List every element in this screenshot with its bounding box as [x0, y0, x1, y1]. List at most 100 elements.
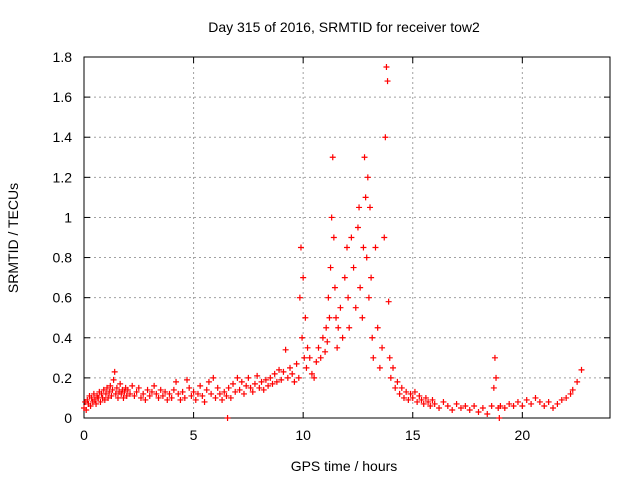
data-point [123, 392, 130, 399]
data-point [240, 390, 247, 397]
data-point [339, 334, 346, 341]
data-point [164, 396, 171, 403]
data-point [256, 384, 263, 391]
data-point [367, 204, 374, 211]
data-point [363, 254, 370, 261]
x-axis-label: GPS time / hours [291, 458, 398, 474]
data-point [352, 304, 359, 311]
data-point [194, 390, 201, 397]
data-point [337, 304, 344, 311]
data-point [137, 394, 144, 401]
data-point [532, 394, 539, 401]
data-point [409, 394, 416, 401]
data-point [364, 174, 371, 181]
data-point [488, 402, 495, 409]
data-point [414, 398, 421, 405]
data-point [536, 398, 543, 405]
data-point [550, 404, 557, 411]
data-point [221, 388, 228, 395]
data-point [350, 264, 357, 271]
data-point [300, 274, 307, 281]
data-point [192, 396, 199, 403]
data-point [260, 386, 267, 393]
data-point [201, 398, 208, 405]
data-point [118, 390, 125, 397]
data-point [418, 396, 425, 403]
data-point [440, 398, 447, 405]
data-point [344, 244, 350, 251]
data-point [386, 354, 393, 361]
data-point [254, 372, 261, 379]
x-tick-label: 15 [405, 427, 421, 443]
data-point [121, 388, 128, 395]
data-point [396, 390, 403, 397]
y-tick-label: 1.6 [53, 89, 73, 105]
y-tick-label: 1.4 [53, 129, 73, 145]
y-tick-label: 1.8 [53, 49, 73, 65]
data-point [251, 380, 258, 387]
data-point [479, 404, 486, 411]
data-point [267, 374, 274, 381]
data-point [173, 378, 180, 385]
data-point [567, 390, 574, 397]
data-point [317, 354, 324, 361]
data-point [282, 346, 289, 353]
grid [84, 57, 610, 418]
data-point [382, 134, 389, 141]
data-point [148, 388, 155, 395]
y-tick-label: 0.2 [53, 370, 73, 386]
data-point [83, 406, 90, 413]
data-point [394, 378, 401, 385]
data-point [175, 390, 182, 397]
data-point [90, 390, 97, 397]
data-point [569, 386, 576, 393]
data-point [333, 314, 340, 321]
data-point [104, 384, 111, 391]
data-point [216, 390, 223, 397]
data-point [431, 400, 438, 407]
data-point [308, 370, 315, 377]
data-point [179, 388, 186, 395]
data-point [133, 388, 140, 395]
data-point [146, 392, 153, 399]
data-point [199, 392, 206, 399]
data-point [258, 378, 265, 385]
data-point [157, 386, 164, 393]
data-point [291, 378, 298, 385]
data-point [427, 402, 434, 409]
data-point [407, 390, 414, 397]
data-point [311, 374, 318, 381]
data-point [345, 294, 352, 301]
data-point [219, 396, 226, 403]
data-point [140, 390, 147, 397]
data-point [335, 324, 342, 331]
data-point [124, 386, 131, 393]
data-point [327, 264, 334, 271]
data-point [227, 394, 234, 401]
data-point [306, 354, 313, 361]
data-point [449, 406, 456, 413]
data-point [506, 400, 513, 407]
data-point [91, 396, 98, 403]
data-point [374, 324, 381, 331]
data-point [273, 378, 280, 385]
data-point [420, 400, 427, 407]
data-point [168, 394, 175, 401]
data-point [405, 396, 412, 403]
data-point [117, 380, 124, 387]
data-point [475, 408, 482, 415]
data-point [106, 388, 113, 395]
data-point [144, 386, 151, 393]
data-point [230, 380, 237, 387]
data-point [269, 380, 276, 387]
data-point [429, 396, 436, 403]
data-point [88, 394, 95, 401]
data-point [365, 294, 372, 301]
x-tick-label: 20 [515, 427, 531, 443]
data-point [471, 402, 478, 409]
data-point [177, 396, 184, 403]
data-point [243, 382, 250, 389]
data-point [545, 398, 552, 405]
data-point [578, 366, 585, 373]
chart-title: Day 315 of 2016, SRMTID for receiver tow… [208, 19, 480, 35]
